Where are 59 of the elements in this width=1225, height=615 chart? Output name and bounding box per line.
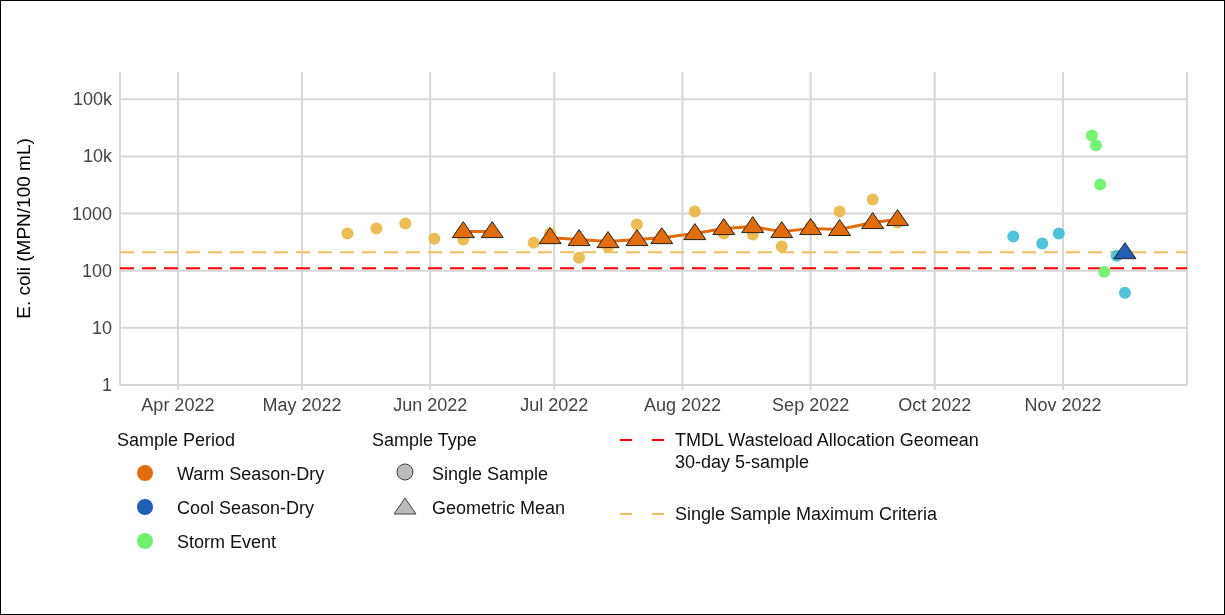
point xyxy=(799,218,823,236)
point xyxy=(630,218,643,231)
point xyxy=(828,219,852,236)
y-tick-label: 1 xyxy=(101,375,112,395)
y-axis-title: E. coli (MPN/100 mL) xyxy=(13,138,34,319)
x-tick-label: Oct 2022 xyxy=(898,395,972,415)
legend-label: Single Sample Maximum Criteria xyxy=(675,504,939,524)
point xyxy=(1094,178,1107,191)
point xyxy=(683,223,707,241)
point xyxy=(625,229,649,247)
point xyxy=(341,227,354,240)
point xyxy=(1007,230,1020,243)
point xyxy=(1113,242,1137,260)
x-tick-label: Aug 2022 xyxy=(643,395,721,415)
point xyxy=(399,217,412,230)
point xyxy=(596,231,620,249)
x-tick-label: May 2022 xyxy=(262,395,342,415)
point xyxy=(567,229,591,247)
point xyxy=(650,227,674,245)
point xyxy=(1052,227,1065,240)
text: Sample Type xyxy=(372,430,477,450)
point xyxy=(775,240,788,253)
point xyxy=(1098,265,1111,278)
text: Geometric Mean xyxy=(432,498,566,518)
point xyxy=(741,216,765,234)
point xyxy=(573,251,586,264)
y-tick-label: 10 xyxy=(91,317,112,338)
point xyxy=(833,205,846,218)
legend-label: Storm Event xyxy=(177,532,277,552)
legend-label: Cool Season-Dry xyxy=(177,498,315,518)
point xyxy=(1085,129,1098,142)
point xyxy=(688,205,701,218)
x-tick-label: Sep 2022 xyxy=(772,395,850,415)
y-tick-label: 10k xyxy=(82,146,113,167)
point xyxy=(451,221,475,239)
y-tick-label: 100 xyxy=(81,260,112,281)
x-tick-label: Apr 2022 xyxy=(141,395,215,415)
point xyxy=(886,209,909,227)
point xyxy=(1036,237,1049,250)
point xyxy=(538,227,562,245)
point xyxy=(480,221,504,239)
point xyxy=(370,222,383,235)
y-tick-label: 100k xyxy=(72,89,113,110)
point xyxy=(712,218,736,236)
legend-title: Sample Period xyxy=(117,430,236,450)
point xyxy=(1090,139,1103,152)
x-tick-label: Jun 2022 xyxy=(393,395,468,415)
legend-label: Warm Season-Dry xyxy=(177,464,325,484)
point xyxy=(527,236,540,249)
point xyxy=(866,193,879,206)
text: Single Sample xyxy=(432,464,549,484)
point xyxy=(1118,286,1131,299)
x-tick-label: Jul 2022 xyxy=(520,395,589,415)
point xyxy=(861,212,885,230)
legend-label: TMDL Wasteload Allocation Geomean 30-day 5-sample xyxy=(675,430,979,472)
y-tick-label: 1000 xyxy=(71,203,112,224)
point xyxy=(428,232,441,245)
point xyxy=(770,221,794,239)
x-tick-label: Nov 2022 xyxy=(1024,395,1102,415)
